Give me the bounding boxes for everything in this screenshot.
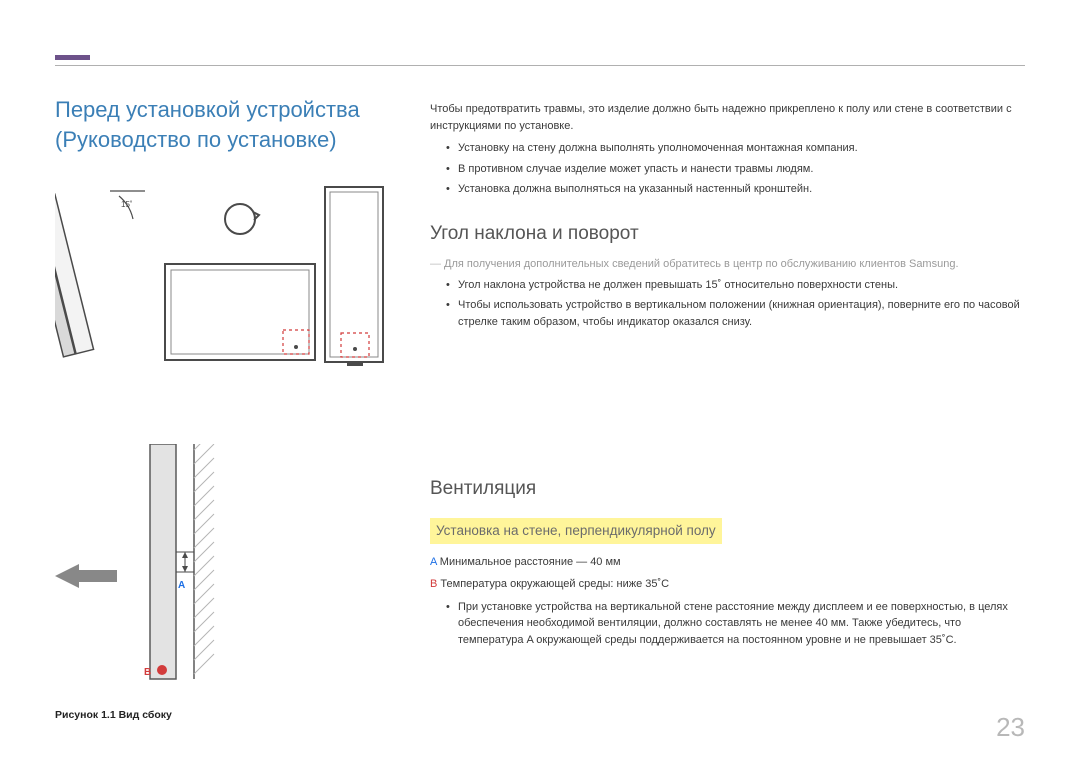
label-b: B xyxy=(430,578,437,590)
list-item: В противном случае изделие может упасть … xyxy=(430,161,1025,178)
tilt-note: Для получения дополнительных сведений об… xyxy=(430,256,1025,273)
main-content: Перед установкой устройства (Руководство… xyxy=(55,95,1025,723)
line-a-text: Минимальное расстояние — 40 мм xyxy=(440,556,621,568)
warning-text: Чтобы предотвратить травмы, это изделие … xyxy=(430,101,1025,134)
page-title: Перед установкой устройства (Руководство… xyxy=(55,95,405,154)
left-column: Перед установкой устройства (Руководство… xyxy=(55,95,430,723)
page-number: 23 xyxy=(996,712,1025,743)
tilt-rotation-diagram: 15˚ xyxy=(55,179,385,374)
dim-a-label: A xyxy=(178,580,185,591)
tilt-bullets: Угол наклона устройства не должен превыш… xyxy=(430,277,1025,331)
list-item: Установку на стену должна выполнять упол… xyxy=(430,140,1025,157)
list-item: Угол наклона устройства не должен превыш… xyxy=(430,277,1025,294)
vent-line-a: A Минимальное расстояние — 40 мм xyxy=(430,554,1025,571)
list-item: Установка должна выполняться на указанны… xyxy=(430,181,1025,198)
ventilation-diagram: A B xyxy=(55,444,385,699)
list-item: При установке устройства на вертикальной… xyxy=(430,599,1025,649)
dim-b-label: B xyxy=(144,667,151,678)
figure-caption: Рисунок 1.1 Вид сбоку xyxy=(55,709,405,721)
warning-bullets: Установку на стену должна выполнять упол… xyxy=(430,140,1025,198)
list-item: Чтобы использовать устройство в вертикал… xyxy=(430,297,1025,330)
vent-bullets: При установке устройства на вертикальной… xyxy=(430,599,1025,649)
line-b-text: Температура окружающей среды: ниже 35˚C xyxy=(440,578,669,590)
vent-heading: Вентиляция xyxy=(430,475,1025,504)
vent-subheading: Установка на стене, перпендикулярной пол… xyxy=(430,518,722,544)
header-rule xyxy=(55,65,1025,66)
tilt-heading: Угол наклона и поворот xyxy=(430,220,1025,249)
header-accent xyxy=(55,55,90,60)
right-column: Чтобы предотвратить травмы, это изделие … xyxy=(430,95,1025,723)
vent-line-b: B Температура окружающей среды: ниже 35˚… xyxy=(430,576,1025,593)
angle-label: 15˚ xyxy=(121,200,133,209)
label-a: A xyxy=(430,556,437,568)
